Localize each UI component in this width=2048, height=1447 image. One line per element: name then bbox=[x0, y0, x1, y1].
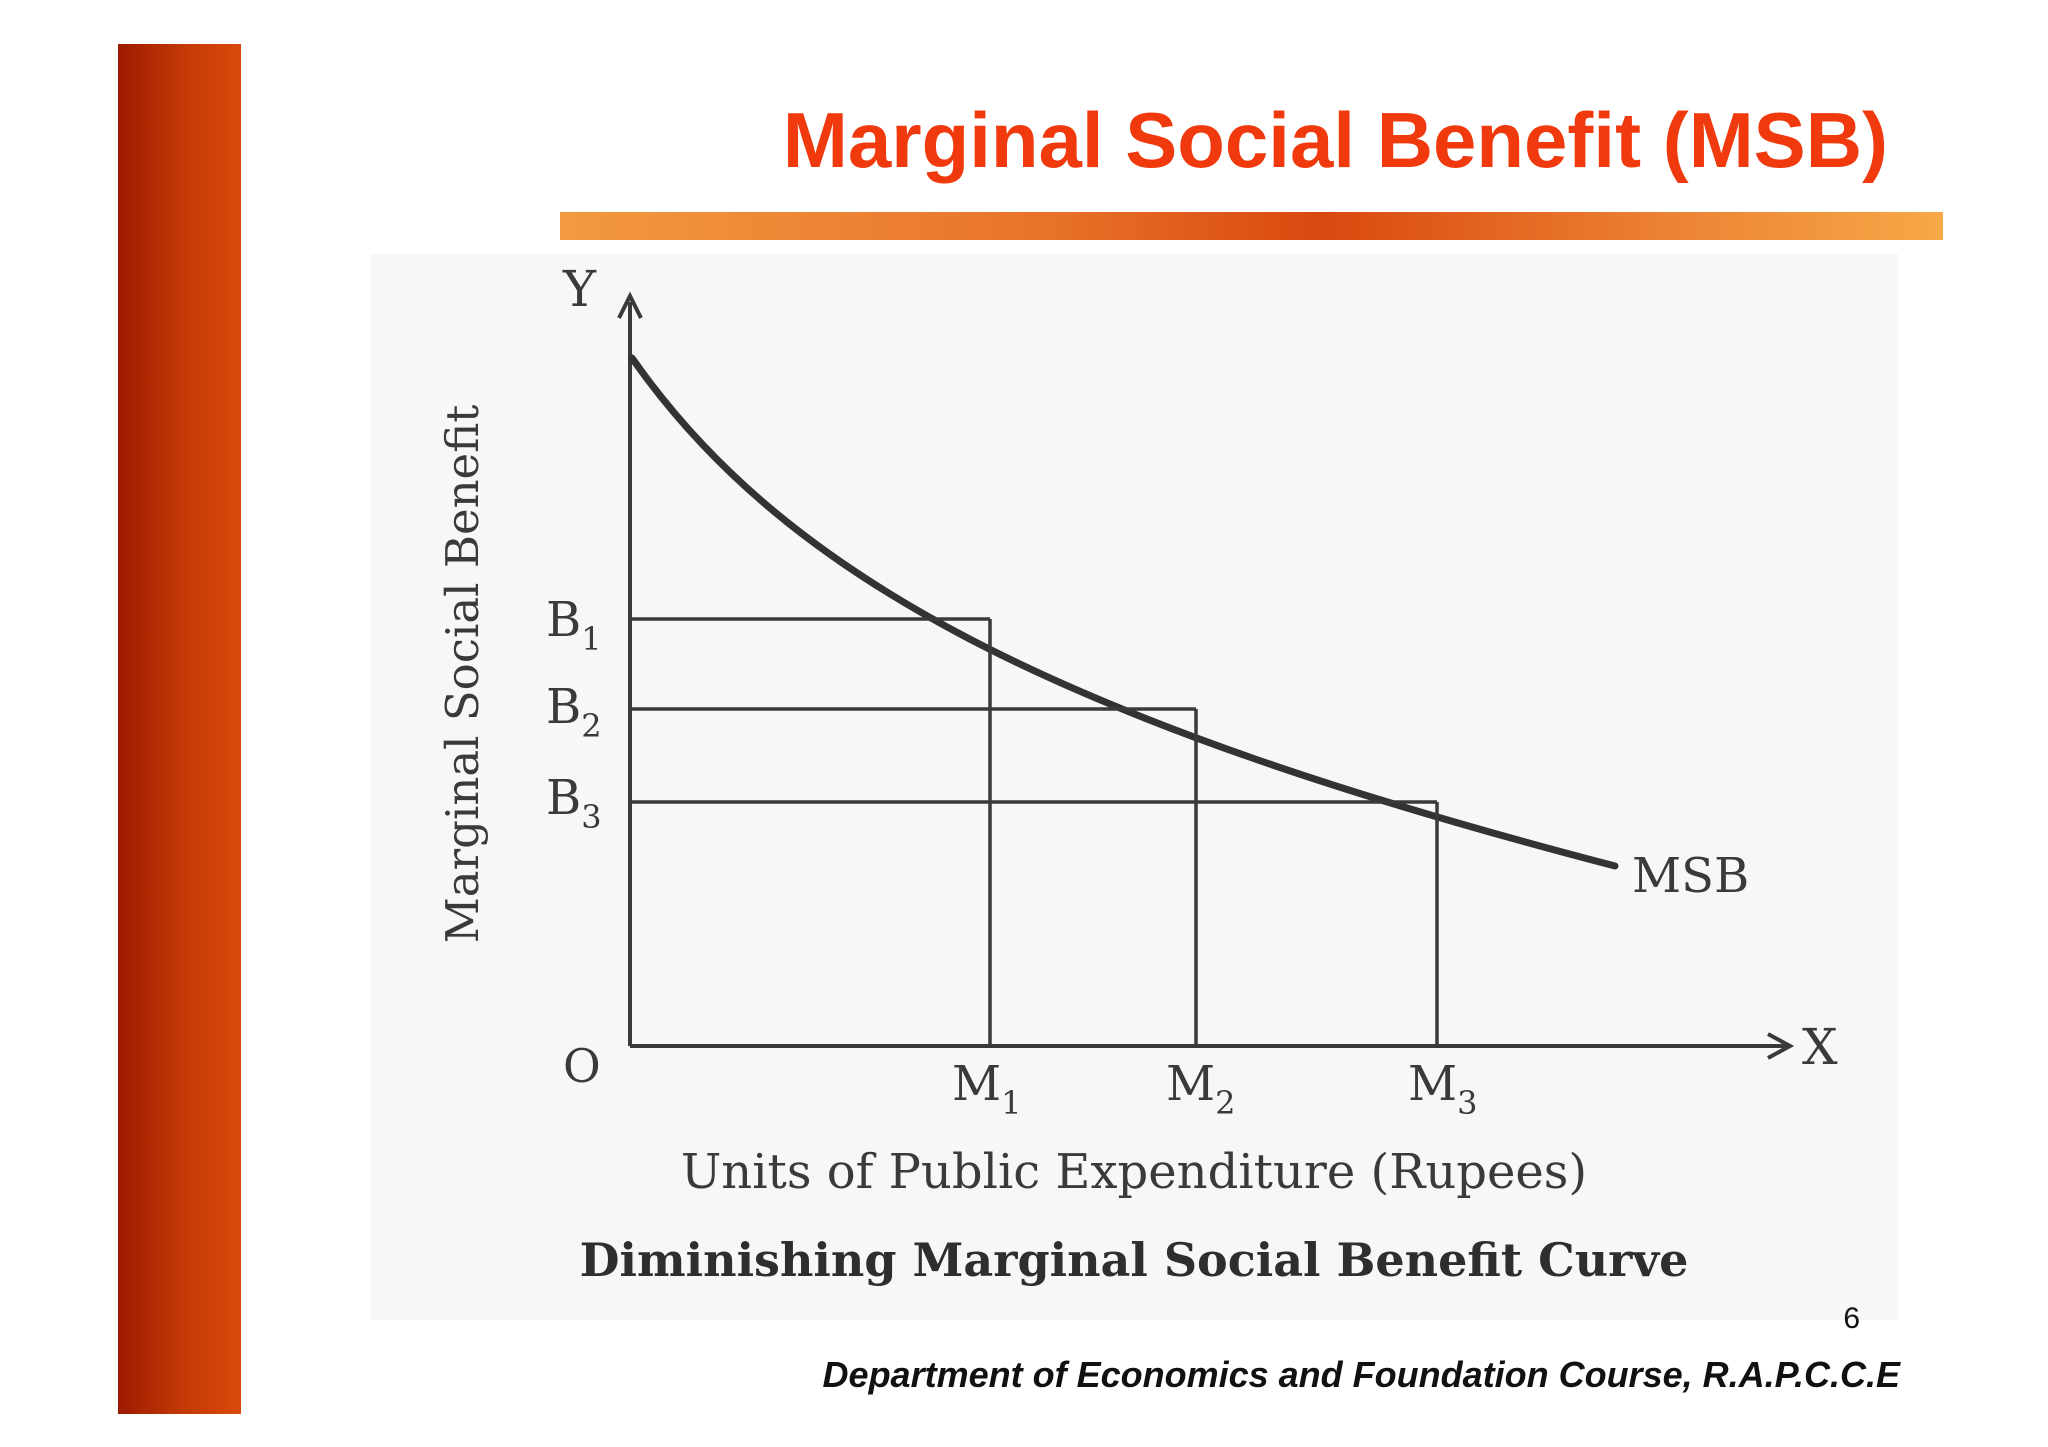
msb-diagram-svg: Y X O Marginal Social Benefit B1 B2 B3 M… bbox=[436, 260, 1838, 1287]
sidebar-bar bbox=[118, 44, 241, 1414]
footer-credit: Department of Economics and Foundation C… bbox=[822, 1354, 1900, 1395]
x-axis-letter: X bbox=[1802, 1018, 1838, 1076]
m2-label-sub: 2 bbox=[1215, 1084, 1235, 1122]
x-axis-title: Units of Public Expenditure (Rupees) bbox=[681, 1144, 1587, 1200]
b2-label-main: B bbox=[546, 679, 581, 735]
m1-label-sub: 1 bbox=[1001, 1084, 1021, 1122]
m2-label: M2 bbox=[1166, 1056, 1236, 1122]
y-axis-title: Marginal Social Benefit bbox=[436, 405, 489, 944]
b3-label-sub: 3 bbox=[581, 798, 601, 836]
title-rule bbox=[560, 212, 1943, 240]
b1-label: B1 bbox=[546, 592, 602, 658]
b2-label: B2 bbox=[546, 679, 602, 745]
b1-label-sub: 1 bbox=[581, 620, 601, 658]
b2-label-sub: 2 bbox=[581, 707, 601, 745]
diagram-caption: Diminishing Marginal Social Benefit Curv… bbox=[580, 1233, 1689, 1287]
y-axis-arrowhead bbox=[617, 291, 643, 319]
x-axis-arrowhead bbox=[1767, 1032, 1795, 1060]
page-number: 6 bbox=[1843, 1302, 1860, 1335]
m3-label: M3 bbox=[1408, 1056, 1478, 1122]
b3-label: B3 bbox=[546, 770, 602, 836]
msb-diagram: Y X O Marginal Social Benefit B1 B2 B3 M… bbox=[370, 254, 1898, 1320]
msb-curve bbox=[628, 354, 1619, 870]
msb-curve-label: MSB bbox=[1632, 848, 1749, 904]
y-axis-letter: Y bbox=[562, 260, 597, 318]
m1-label: M1 bbox=[952, 1056, 1022, 1122]
origin-label: O bbox=[563, 1039, 601, 1093]
slide-title: Marginal Social Benefit (MSB) bbox=[782, 96, 1888, 184]
m2-label-main: M bbox=[1166, 1056, 1215, 1112]
b3-label-main: B bbox=[546, 770, 581, 826]
m3-label-sub: 3 bbox=[1457, 1084, 1477, 1122]
m3-label-main: M bbox=[1408, 1056, 1457, 1112]
m1-label-main: M bbox=[952, 1056, 1001, 1112]
b1-label-main: B bbox=[546, 592, 581, 648]
